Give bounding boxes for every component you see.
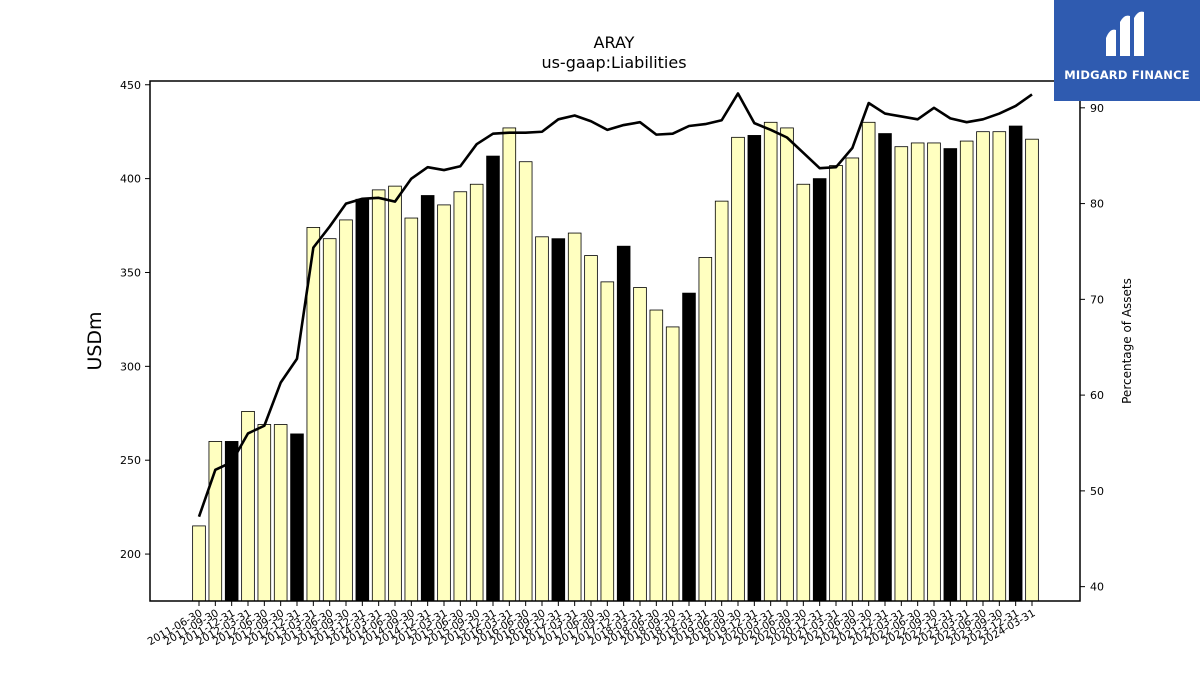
y-tick-label: 450 — [120, 79, 141, 92]
y2-axis: 40 50 60 70 80 90 — [1080, 102, 1104, 594]
brand-logo-text: MIDGARD FINANCE — [1064, 68, 1190, 82]
y2-tick-label: 50 — [1090, 485, 1104, 498]
bar-2016-09-30 — [535, 236, 549, 602]
bar-2016-12-31 — [551, 238, 566, 602]
y-tick-label: 400 — [120, 173, 141, 186]
bar-2017-12-31 — [616, 245, 631, 602]
y-tick-label: 200 — [120, 548, 141, 561]
bar-2023-12-31 — [1008, 125, 1023, 602]
y-tick-label: 300 — [120, 360, 141, 373]
bar-2014-12-31 — [420, 195, 435, 602]
bar-2022-12-31 — [943, 148, 958, 602]
bar-2015-12-31 — [486, 155, 500, 602]
bar-2015-06-30 — [453, 191, 468, 602]
bar-2021-12-31 — [878, 133, 892, 602]
bar-2012-09-30 — [273, 424, 288, 602]
bar-2017-06-30 — [584, 255, 598, 602]
bar-2020-12-31 — [812, 178, 827, 602]
bar-2014-06-30 — [388, 185, 402, 602]
percentage-line — [197, 92, 1033, 518]
bar-2021-09-30 — [861, 121, 876, 602]
bar-2021-06-30 — [845, 157, 860, 602]
bar-2018-06-30 — [649, 309, 664, 602]
bar-2023-06-30 — [976, 131, 990, 602]
bar-2023-03-31 — [959, 140, 974, 602]
y2-tick-label: 90 — [1090, 102, 1104, 115]
y-axis-label: USDm — [84, 311, 106, 370]
bar-2011-06-30 — [192, 525, 206, 602]
bar-2017-03-31 — [567, 232, 582, 602]
midgard-m-logo-icon — [1106, 11, 1144, 57]
bar-2020-03-31 — [763, 121, 778, 602]
bar-2018-09-30 — [665, 326, 680, 602]
bar-2022-03-31 — [894, 146, 909, 602]
bar-2023-09-30 — [992, 131, 1007, 602]
bar-2024-03-31 — [1025, 138, 1039, 602]
bar-2020-06-30 — [780, 127, 794, 602]
bar-2022-09-30 — [927, 142, 941, 602]
bar-2014-03-31 — [371, 189, 386, 602]
bar-2019-03-31 — [698, 257, 713, 602]
y-tick-label: 250 — [120, 454, 141, 467]
bar-2019-06-30 — [714, 200, 729, 602]
bars-group — [192, 121, 1039, 602]
bar-2019-12-31 — [747, 135, 762, 602]
bar-2014-09-30 — [404, 217, 419, 602]
bar-2013-12-31 — [355, 198, 370, 602]
bar-2017-09-30 — [600, 281, 615, 602]
chart-title: ARAY — [594, 33, 635, 52]
bar-2022-06-30 — [910, 142, 925, 602]
chart-subtitle: us-gaap:Liabilities — [541, 53, 686, 72]
bar-2013-09-30 — [339, 219, 353, 602]
y2-axis-label: Percentage of Assets — [1120, 278, 1134, 404]
bar-2018-03-31 — [633, 287, 647, 602]
bar-2013-06-30 — [322, 238, 337, 602]
bar-2016-06-30 — [518, 161, 533, 602]
bar-2012-06-30 — [257, 424, 272, 602]
y2-tick-label: 40 — [1090, 581, 1104, 594]
x-axis: 2011-06-302011-09-302011-12-312012-03-31… — [146, 601, 1038, 648]
bar-2018-12-31 — [682, 292, 696, 602]
bar-2019-09-30 — [731, 136, 745, 602]
plot-frame — [149, 80, 1081, 602]
y-tick-label: 350 — [120, 266, 141, 279]
bar-2012-12-31 — [290, 433, 304, 602]
line-group — [197, 92, 1033, 518]
bar-2015-03-31 — [437, 204, 451, 602]
y2-tick-label: 80 — [1090, 198, 1104, 211]
bar-2016-03-31 — [502, 127, 517, 602]
bar-2011-09-30 — [208, 441, 223, 602]
y-axis: 200 250 300 350 400 450 — [120, 79, 150, 561]
y2-tick-label: 60 — [1090, 389, 1104, 402]
bar-2015-09-30 — [469, 183, 484, 602]
bar-2020-09-30 — [796, 183, 811, 602]
y2-tick-label: 70 — [1090, 293, 1104, 306]
brand-logo: MIDGARD FINANCE — [1054, 0, 1200, 101]
bar-2021-03-31 — [829, 165, 843, 602]
